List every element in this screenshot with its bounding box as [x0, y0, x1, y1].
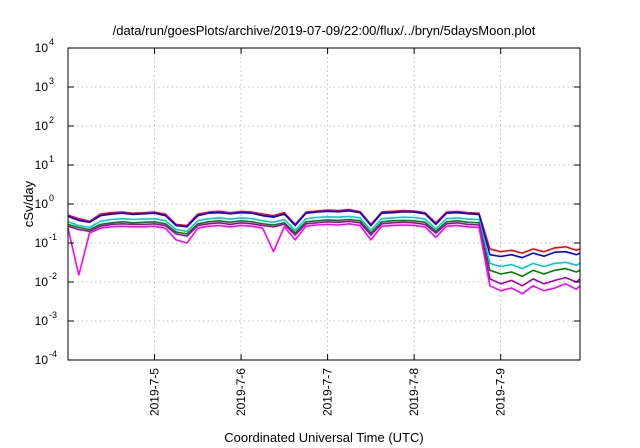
y-tick-base: 10	[35, 314, 49, 328]
y-tick-base: 10	[35, 119, 49, 133]
y-tick-base: 10	[35, 197, 49, 211]
series-line-1	[67, 208, 581, 254]
series-line-3	[67, 215, 581, 270]
y-tick-base: 10	[35, 353, 49, 367]
series-line-4	[67, 218, 581, 278]
x-tick-label: 2019-7-9	[494, 368, 508, 416]
y-tick-exponent: -1	[49, 232, 57, 242]
x-tick-label: 2019-7-6	[234, 368, 248, 416]
grid	[68, 48, 580, 360]
y-tick-label: 10 -4	[35, 349, 57, 367]
y-tick-base: 10	[35, 236, 49, 250]
y-tick-label: 10 -1	[35, 232, 57, 250]
y-tick-base: 10	[35, 158, 49, 172]
series-line-5	[67, 220, 581, 287]
plot-frame	[67, 47, 581, 361]
y-tick-label: 10 0	[35, 193, 54, 211]
y-tick-label: 10 1	[35, 154, 54, 172]
chart-title: /data/run/goesPlots/archive/2019-07-09/2…	[113, 23, 536, 38]
y-tick-exponent: -3	[49, 310, 57, 320]
y-tick-exponent: -4	[49, 349, 57, 359]
y-tick-exponent: 0	[49, 193, 54, 203]
series-line-6	[67, 223, 581, 295]
series-group	[67, 208, 581, 295]
y-axis-label: cSv/day	[21, 180, 36, 227]
x-axis-label: Coordinated Universal Time (UTC)	[224, 430, 423, 445]
y-tick-exponent: -2	[49, 271, 57, 281]
x-tick-label: 2019-7-8	[407, 368, 421, 416]
x-tick-label: 2019-7-5	[148, 368, 162, 416]
series-line-2	[67, 210, 581, 259]
ticks	[68, 47, 580, 361]
y-tick-label: 10 3	[35, 76, 54, 94]
x-tick-labels: 2019-7-5 2019-7-6 2019-7-7 2019-7-8 2019-7-9	[148, 368, 508, 416]
y-tick-exponent: 2	[49, 115, 54, 125]
y-tick-base: 10	[35, 41, 49, 55]
y-tick-label: 10 2	[35, 115, 54, 133]
y-tick-label: 10 4	[35, 37, 54, 55]
x-tick-label: 2019-7-7	[321, 368, 335, 416]
y-tick-exponent: 1	[49, 154, 54, 164]
y-tick-exponent: 3	[49, 76, 54, 86]
y-tick-label: 10 -2	[35, 271, 57, 289]
y-tick-label: 10 -3	[35, 310, 57, 328]
y-tick-base: 10	[35, 80, 49, 94]
y-tick-exponent: 4	[49, 37, 54, 47]
y-tick-base: 10	[35, 275, 49, 289]
